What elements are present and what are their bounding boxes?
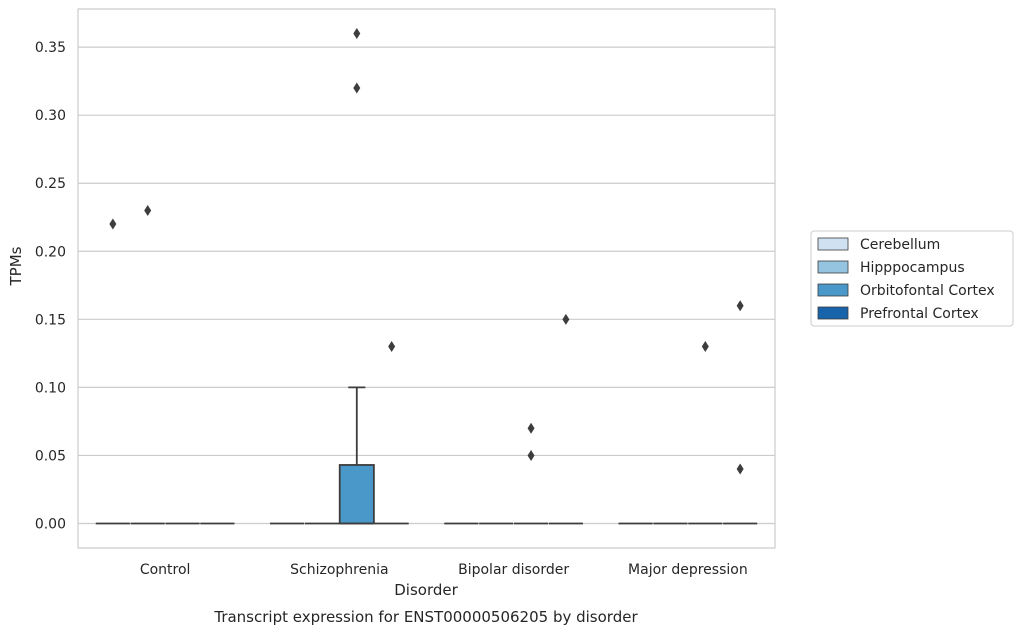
y-tick-label: 0.20 [35, 244, 66, 260]
outlier-point [736, 300, 744, 312]
plot-area [77, 8, 776, 549]
grid-lines [78, 46, 775, 525]
box-1-2 [338, 386, 375, 525]
outlier-point [353, 28, 361, 39]
y-tick-label: 0.25 [35, 176, 66, 192]
y-tick-label: 0.05 [35, 448, 66, 464]
legend-label: Orbitofontal Cortex [860, 283, 995, 299]
y-tick-label: 0.00 [35, 517, 66, 533]
x-axis-label: Disorder [394, 581, 458, 599]
legend-swatch [817, 306, 849, 320]
outlier-point [144, 204, 152, 216]
legend: Cerebellum Hipppocampus Orbitofontal Corte… [810, 230, 1014, 327]
y-tick-label: 0.30 [35, 108, 66, 124]
legend-swatch [817, 237, 849, 251]
outlier-point [527, 449, 535, 461]
x-tick-label: Bipolar disorder [458, 562, 569, 578]
legend-label: Cerebellum [860, 237, 940, 253]
y-axis-label: TPMs [7, 246, 25, 286]
legend-label: Hipppocampus [860, 260, 965, 276]
outlier-point [388, 341, 396, 353]
legend-frame [810, 230, 1014, 327]
outlier-point [527, 422, 535, 434]
x-tick-labels: Control Schizophrenia Bipolar disorder Majo… [140, 562, 748, 578]
y-tick-label: 0.10 [35, 380, 66, 396]
legend-swatch [817, 283, 849, 297]
boxes [95, 386, 758, 525]
outlier-point [562, 313, 570, 325]
chart-caption: Transcript expression for ENST0000050620… [213, 608, 638, 626]
legend-swatch [817, 260, 849, 274]
legend-label: Prefrontal Cortex [860, 306, 979, 322]
y-tick-label: 0.35 [35, 40, 66, 56]
outlier-point [736, 463, 744, 475]
y-tick-label: 0.15 [35, 312, 66, 328]
outlier-point [109, 218, 117, 230]
outlier-point [701, 341, 709, 353]
x-tick-label: Control [140, 562, 191, 578]
x-tick-label: Schizophrenia [290, 562, 388, 578]
x-tick-label: Major depression [628, 562, 748, 578]
y-tick-labels: 0.00 0.05 0.10 0.15 0.20 0.25 0.30 0.35 [35, 40, 66, 532]
outlier-point [353, 82, 361, 94]
box-body [338, 464, 375, 525]
outlier-points [109, 28, 744, 475]
